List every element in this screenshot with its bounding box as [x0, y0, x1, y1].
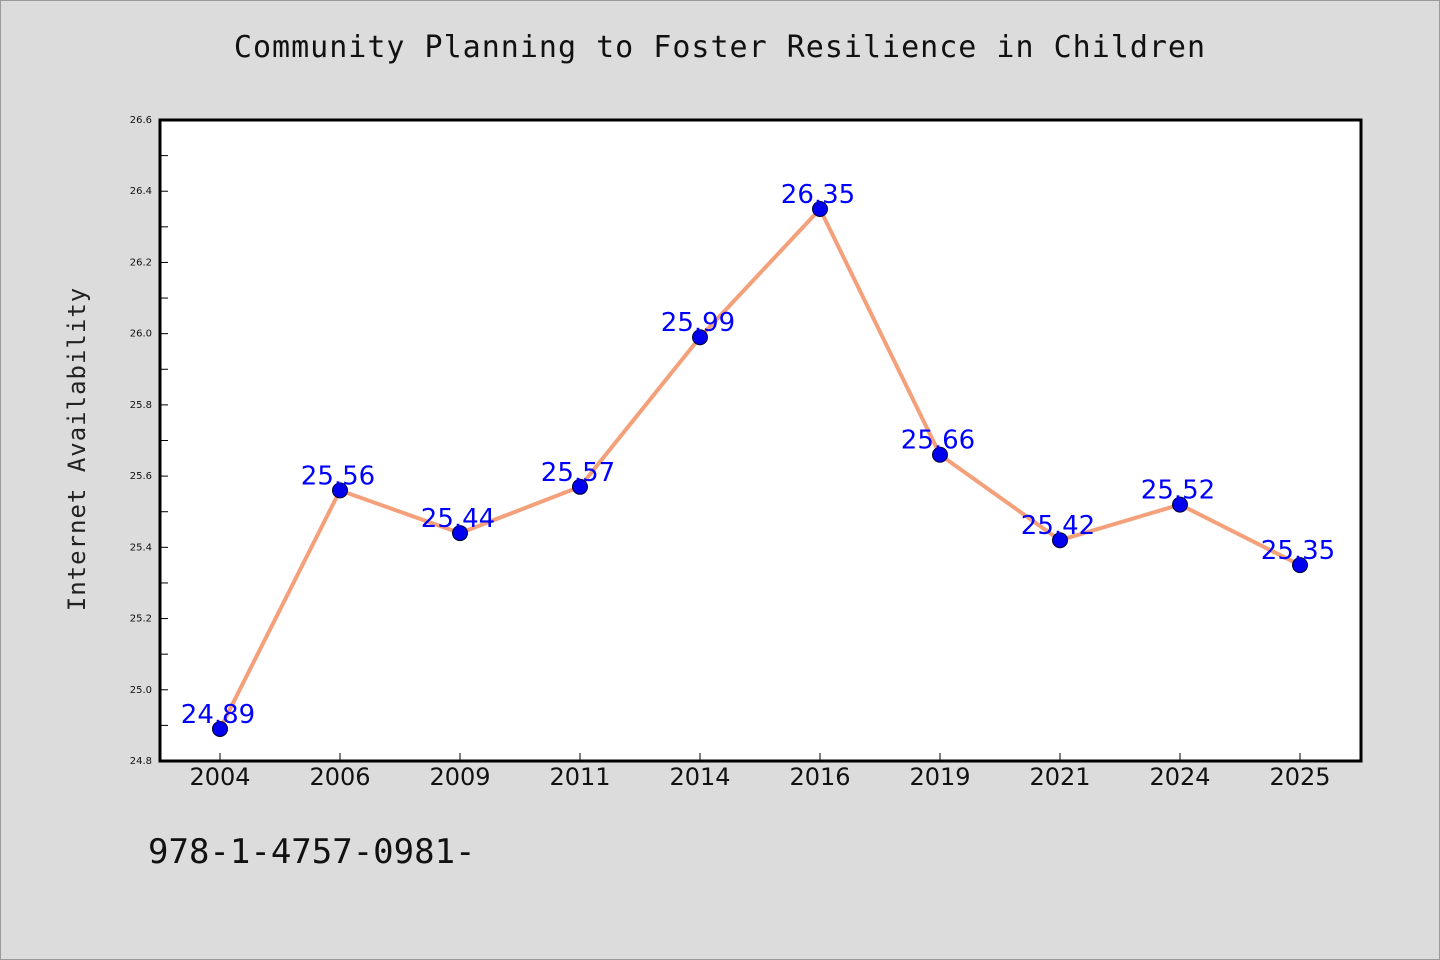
x-tick-label: 2006	[309, 763, 370, 791]
data-label: 25.57	[541, 458, 615, 488]
data-labels: 24.89 25.56 25.44 25.57 25.99 26.35 25.66 25.42…	[181, 180, 1335, 730]
x-tick-label: 2021	[1029, 763, 1090, 791]
data-label: 25.52	[1141, 476, 1215, 506]
y-tick-label: 25.0	[130, 685, 152, 696]
y-tick-label: 26.4	[130, 186, 152, 197]
y-tick-label: 26.6	[130, 115, 152, 126]
series-line	[218, 207, 1301, 730]
x-tick-label: 2025	[1269, 763, 1330, 791]
x-tick-label: 2014	[669, 763, 730, 791]
data-label: 25.66	[901, 426, 975, 456]
data-point	[1052, 532, 1068, 549]
x-tick-label: 2016	[789, 763, 850, 791]
data-point	[812, 201, 828, 218]
data-point	[692, 329, 708, 346]
y-axis: 24.8 25.0 25.2 25.4 25.6 25.8 26.0 26.2 26.4 26.6	[130, 115, 168, 767]
data-label: 25.56	[301, 461, 375, 491]
x-tick-label: 2011	[549, 763, 610, 791]
y-tick-label: 26.0	[130, 329, 152, 340]
data-label: 24.89	[181, 700, 255, 730]
footer-code: 978-1-4757-0981-	[148, 832, 476, 872]
data-label: 26.35	[781, 180, 855, 210]
data-label: 25.35	[1261, 536, 1335, 566]
data-point	[932, 446, 948, 463]
x-tick-label: 2004	[189, 763, 250, 791]
data-point	[332, 482, 348, 499]
chart-title: Community Planning to Foster Resilience …	[233, 30, 1207, 65]
x-tick-label: 2024	[1149, 763, 1210, 791]
data-label: 25.42	[1021, 511, 1095, 541]
y-tick-label: 24.8	[130, 756, 152, 767]
data-point	[1292, 557, 1308, 574]
data-point	[212, 720, 228, 737]
x-axis: 2004 2006 2009 2011 2014 2016 2019 2021 2024 2025	[189, 753, 1331, 791]
y-tick-label: 25.8	[130, 400, 152, 411]
series-layer	[212, 201, 1308, 737]
y-tick-label: 25.4	[130, 542, 152, 553]
y-tick-label: 25.6	[130, 471, 152, 482]
y-tick-label: 26.2	[130, 257, 152, 268]
data-point	[1172, 496, 1188, 513]
data-label: 25.44	[421, 504, 495, 534]
data-label: 25.99	[661, 308, 735, 338]
y-tick-label: 25.2	[130, 614, 152, 625]
data-point	[452, 525, 468, 542]
data-point	[572, 478, 588, 495]
plot-area	[158, 118, 1363, 763]
x-tick-label: 2009	[429, 763, 490, 791]
x-tick-label: 2019	[909, 763, 970, 791]
